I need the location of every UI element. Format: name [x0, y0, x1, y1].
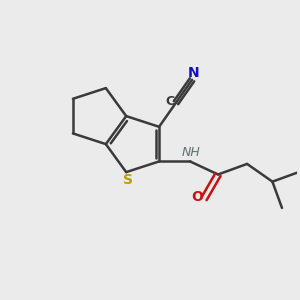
Text: NH: NH [181, 146, 200, 159]
Text: O: O [192, 190, 203, 204]
Text: S: S [123, 173, 133, 188]
Text: C: C [165, 95, 174, 108]
Text: N: N [188, 66, 199, 80]
